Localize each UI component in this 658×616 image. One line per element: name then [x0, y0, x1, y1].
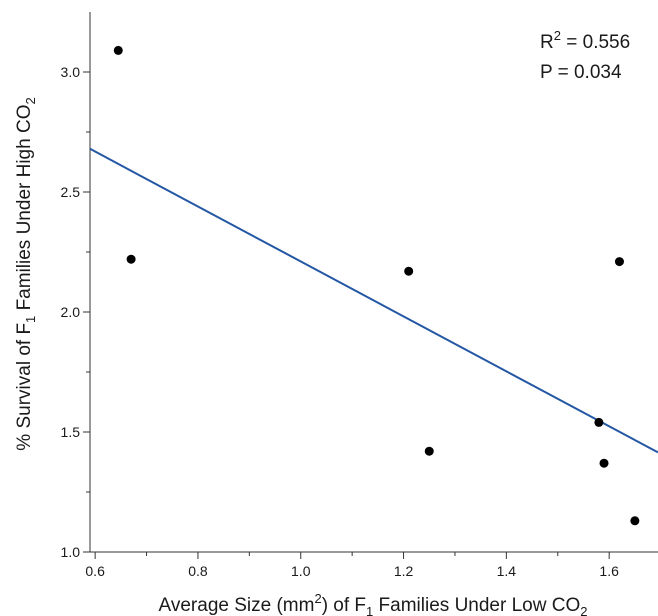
data-point — [126, 254, 136, 264]
x-axis-title: Average Size (mm2) of F1 Families Under … — [159, 591, 588, 616]
x-tick-label: 1.0 — [291, 563, 311, 579]
x-tick-label: 1.2 — [394, 563, 414, 579]
x-tick-label: 1.6 — [599, 563, 619, 579]
y-tick-label: 2.5 — [61, 184, 81, 200]
y-axis-title: % Survival of F1 Families Under High CO2 — [14, 97, 38, 450]
y-tick-label: 1.5 — [61, 424, 81, 440]
x-tick-label: 0.6 — [85, 563, 105, 579]
data-point — [599, 458, 609, 468]
y-tick-label: 2.0 — [61, 304, 81, 320]
axes: 1.0 1.5 2.0 2.5 3.0 0.6 0.8 1.0 1.2 1.4 1.6 — [61, 12, 658, 579]
p-value-annotation: P = 0.034 — [540, 62, 622, 83]
y-tick-label: 1.0 — [61, 544, 81, 560]
x-tick-label: 1.4 — [497, 563, 517, 579]
regression-line — [89, 147, 658, 454]
data-point — [424, 446, 434, 456]
r-squared-annotation: R2 = 0.556 — [540, 28, 630, 53]
y-tick-label: 3.0 — [61, 64, 81, 80]
data-point — [404, 266, 414, 276]
data-point — [594, 417, 604, 427]
data-point — [630, 516, 640, 526]
fit-line-group — [89, 147, 658, 454]
data-point — [614, 257, 624, 267]
data-points — [113, 45, 640, 526]
x-tick-label: 0.8 — [188, 563, 208, 579]
data-point — [113, 45, 123, 55]
